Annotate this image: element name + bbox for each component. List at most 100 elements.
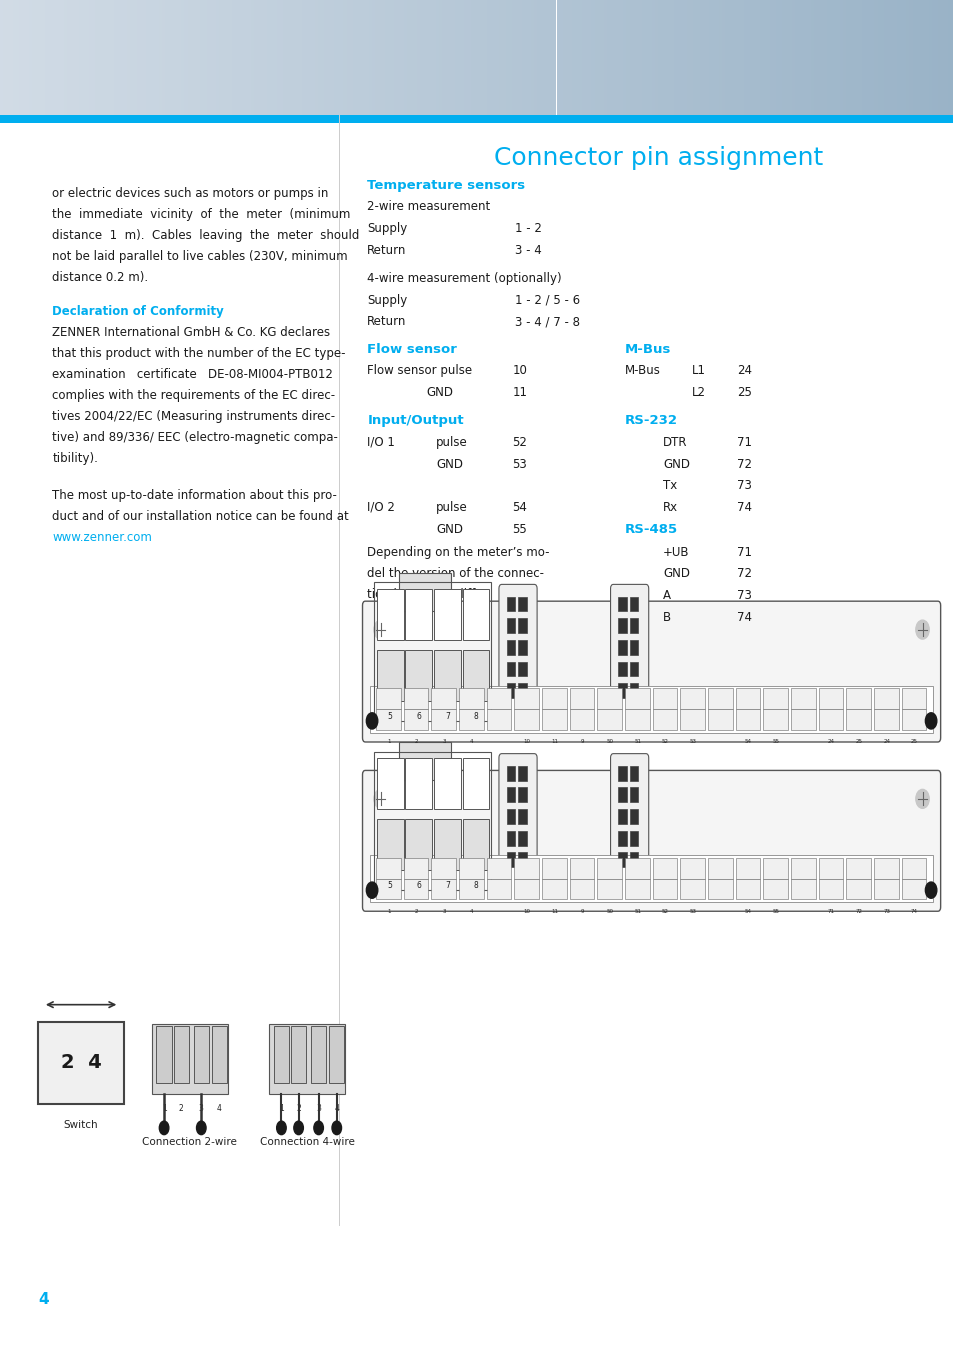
Bar xyxy=(405,589,432,640)
Bar xyxy=(375,857,400,879)
Bar xyxy=(648,0,651,115)
Bar xyxy=(188,0,191,115)
Bar xyxy=(308,0,312,115)
Bar xyxy=(775,0,779,115)
Text: 55: 55 xyxy=(772,909,779,914)
Text: ZENNER International GmbH & Co. KG declares: ZENNER International GmbH & Co. KG decla… xyxy=(52,326,331,340)
Bar xyxy=(210,0,213,115)
Bar xyxy=(588,0,591,115)
Text: The most up-to-date information about this pro-: The most up-to-date information about th… xyxy=(52,489,337,502)
Bar xyxy=(289,0,293,115)
Bar xyxy=(464,0,467,115)
Bar xyxy=(541,709,566,730)
Bar xyxy=(679,709,704,730)
Circle shape xyxy=(332,1121,341,1135)
Bar xyxy=(329,1026,344,1083)
Bar xyxy=(517,853,526,868)
Bar xyxy=(505,0,508,115)
Bar xyxy=(376,589,403,640)
Bar xyxy=(941,0,943,115)
Bar xyxy=(467,0,470,115)
Text: 10: 10 xyxy=(523,909,530,914)
Bar xyxy=(434,650,460,701)
Bar xyxy=(486,879,511,899)
Bar xyxy=(943,0,946,115)
Bar xyxy=(276,0,279,115)
Bar xyxy=(832,0,836,115)
Bar xyxy=(31,0,35,115)
Bar xyxy=(591,0,594,115)
Bar xyxy=(727,0,731,115)
Bar xyxy=(486,857,511,879)
Bar xyxy=(470,0,474,115)
Bar xyxy=(655,0,658,115)
Bar xyxy=(901,709,925,730)
FancyBboxPatch shape xyxy=(610,754,648,879)
Bar xyxy=(89,0,92,115)
Bar xyxy=(569,879,594,899)
Bar xyxy=(735,879,760,899)
Bar xyxy=(740,0,743,115)
Text: 4: 4 xyxy=(470,909,473,914)
Text: 54: 54 xyxy=(744,909,751,914)
Bar xyxy=(506,640,515,655)
Text: 72: 72 xyxy=(737,567,752,581)
Bar xyxy=(950,0,953,115)
Bar xyxy=(629,810,638,825)
Bar xyxy=(324,0,327,115)
Bar xyxy=(864,0,867,115)
Bar xyxy=(629,662,638,677)
Bar xyxy=(3,0,7,115)
Bar xyxy=(908,0,912,115)
Bar xyxy=(902,0,905,115)
Bar xyxy=(517,810,526,825)
Bar xyxy=(618,766,626,781)
Bar xyxy=(112,0,114,115)
Text: pulse: pulse xyxy=(436,436,467,450)
Text: GND: GND xyxy=(426,386,453,399)
Text: 11: 11 xyxy=(551,739,558,745)
Bar xyxy=(807,0,810,115)
Bar xyxy=(922,0,924,115)
Bar xyxy=(434,589,460,640)
Text: www.zenner.com: www.zenner.com xyxy=(52,531,152,544)
Bar xyxy=(362,0,365,115)
Bar xyxy=(677,0,679,115)
Text: complies with the requirements of the EC direc-: complies with the requirements of the EC… xyxy=(52,389,335,402)
Bar xyxy=(346,0,350,115)
Text: 71: 71 xyxy=(737,436,752,450)
Bar xyxy=(629,619,638,634)
Text: 52: 52 xyxy=(661,739,668,745)
Bar xyxy=(226,0,229,115)
Bar xyxy=(514,857,538,879)
Bar xyxy=(822,0,826,115)
Text: 5: 5 xyxy=(387,712,393,720)
Bar xyxy=(779,0,781,115)
Bar xyxy=(455,0,457,115)
Bar xyxy=(845,709,870,730)
Bar xyxy=(375,709,400,730)
Bar xyxy=(22,0,26,115)
Bar xyxy=(553,0,556,115)
Bar xyxy=(845,857,870,879)
Bar xyxy=(143,0,146,115)
Bar xyxy=(57,0,60,115)
Bar xyxy=(610,0,613,115)
Bar xyxy=(159,0,162,115)
Text: GND: GND xyxy=(436,523,462,536)
Bar xyxy=(618,684,626,699)
Bar xyxy=(765,0,769,115)
Bar xyxy=(613,0,617,115)
Text: B: B xyxy=(662,611,671,624)
Bar xyxy=(0,0,3,115)
Bar xyxy=(810,0,813,115)
Bar xyxy=(496,0,498,115)
Text: Flow sensor: Flow sensor xyxy=(367,343,456,356)
Bar xyxy=(836,0,839,115)
Bar xyxy=(772,0,775,115)
Bar xyxy=(10,0,12,115)
Bar xyxy=(451,0,455,115)
Bar xyxy=(618,788,626,803)
Bar xyxy=(48,0,51,115)
Bar xyxy=(152,1024,228,1094)
